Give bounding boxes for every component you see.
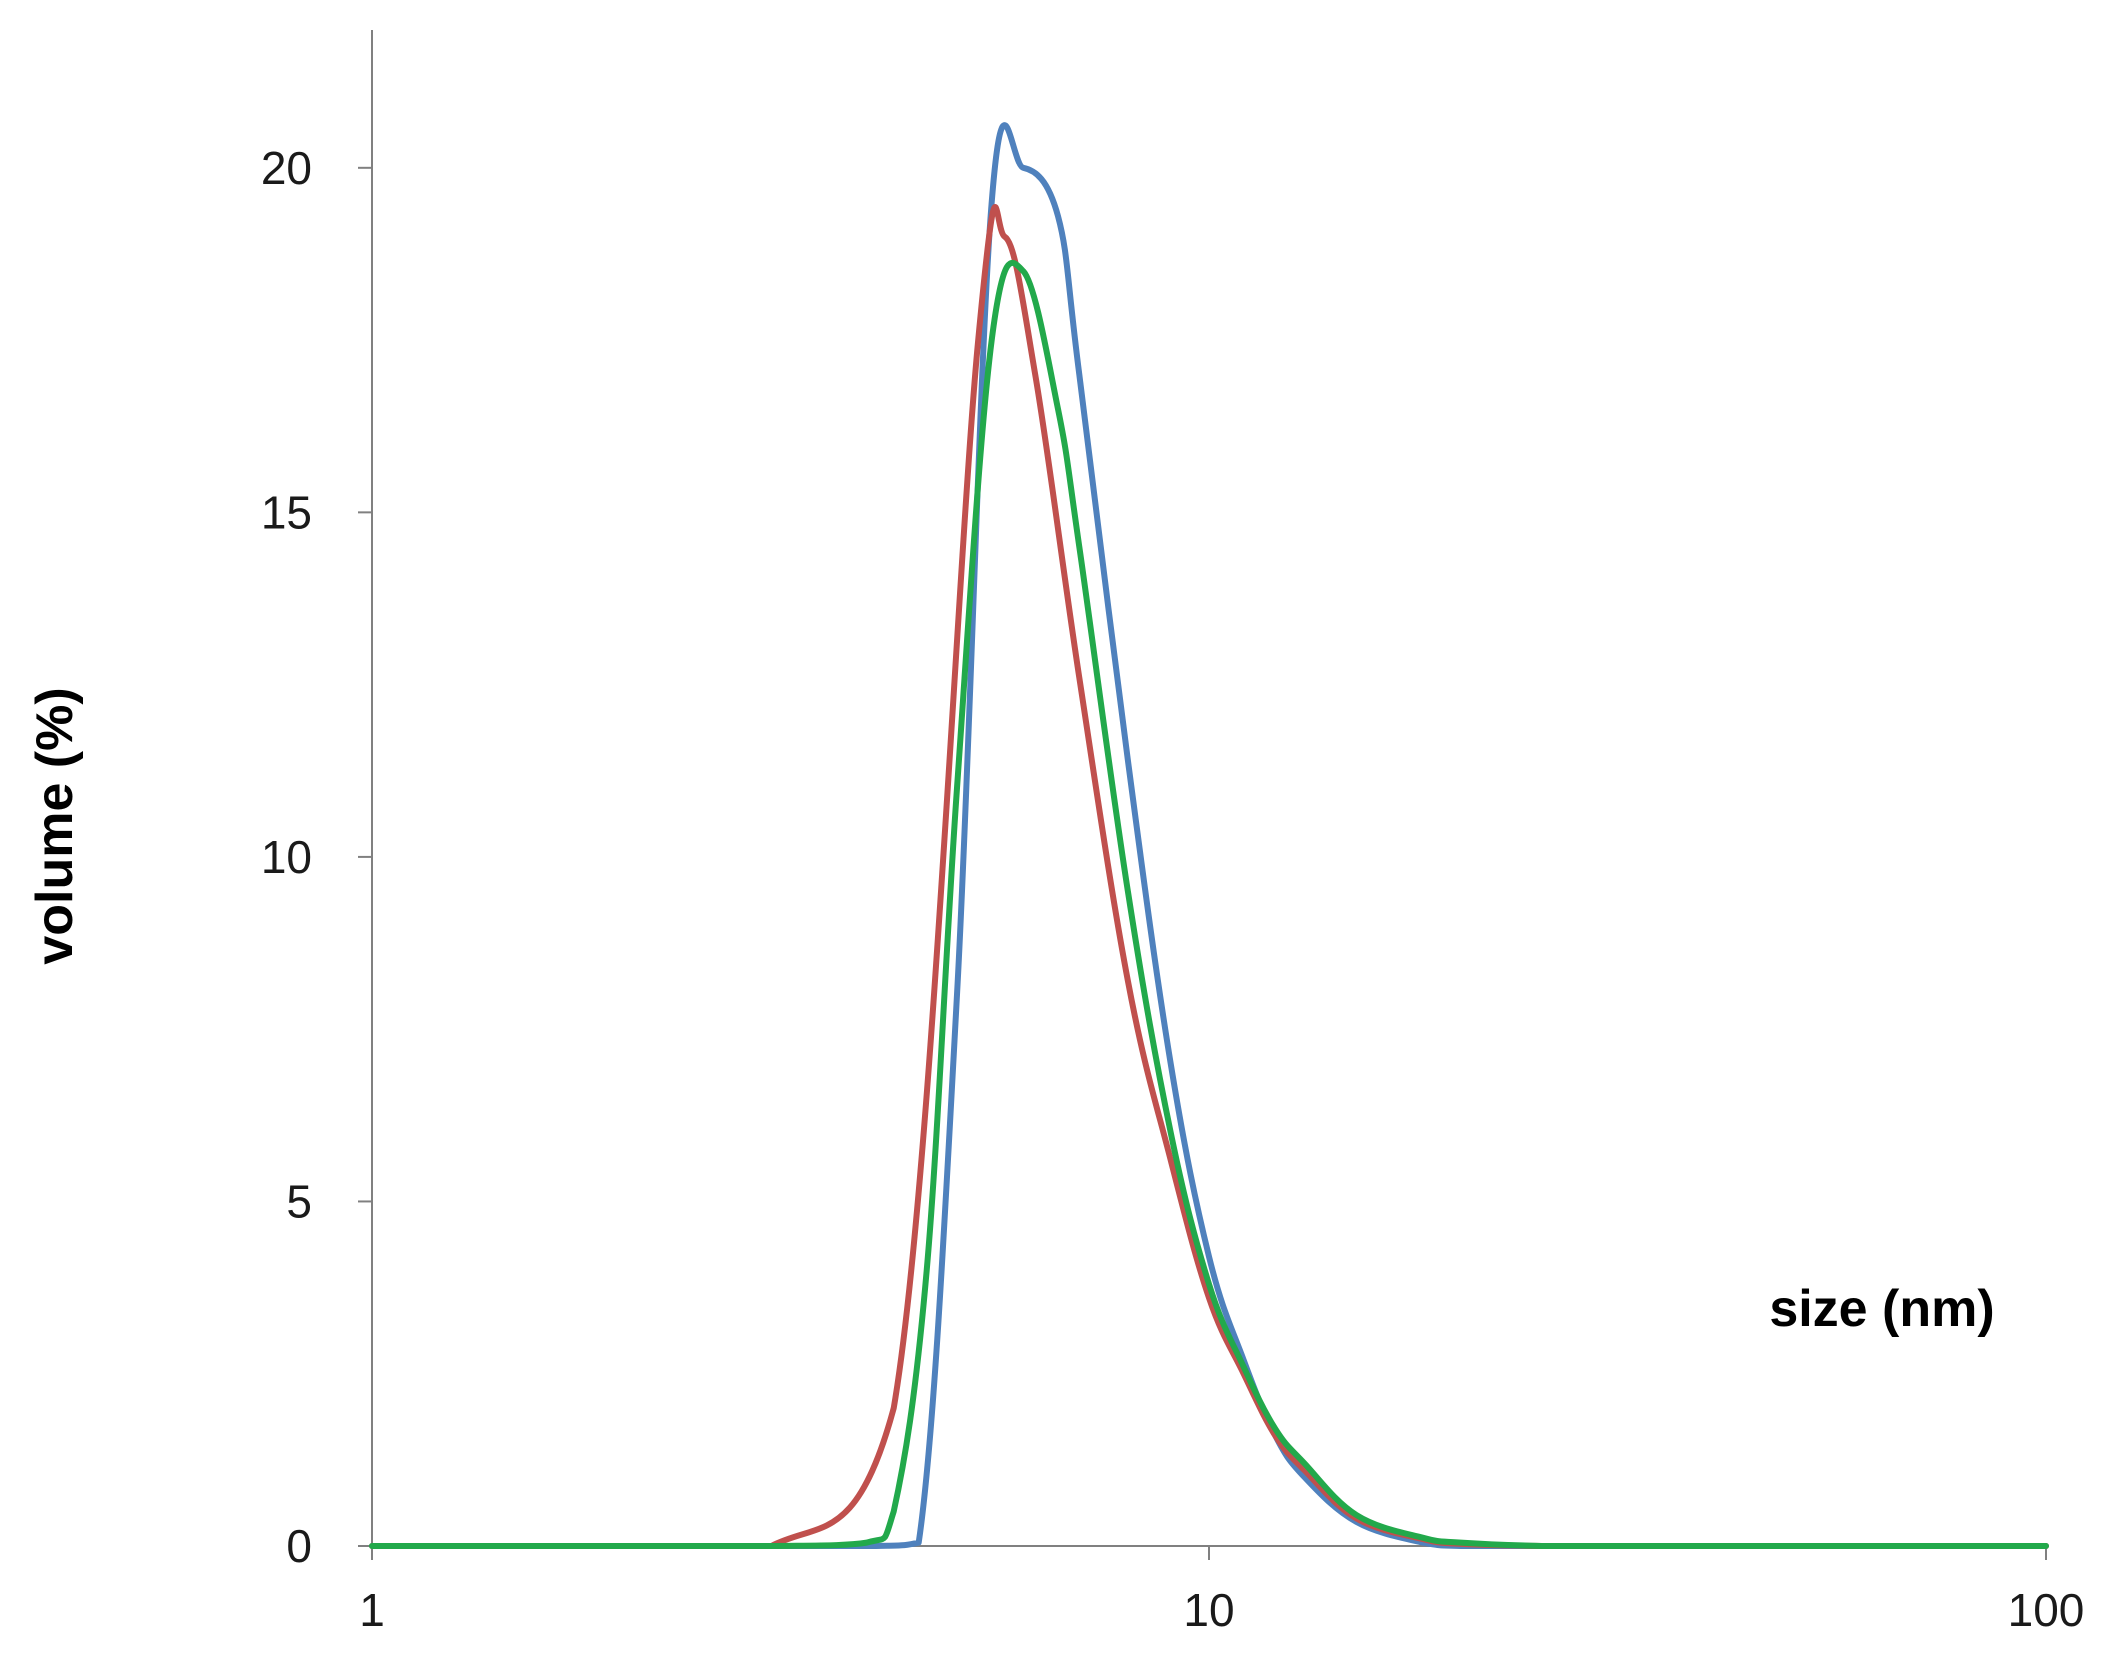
series-lines (369, 122, 2049, 1550)
axes: 0 5 10 15 20 1 10 100 (261, 30, 2084, 1636)
series-line-red (369, 204, 2049, 1550)
y-tick-label: 0 (286, 1520, 312, 1572)
x-ticks: 1 10 100 (359, 1546, 2084, 1636)
y-axis-title: volume (%) (26, 687, 84, 964)
y-tick-label: 10 (261, 831, 312, 883)
series-line-green (369, 259, 2049, 1550)
x-tick-label: 100 (2008, 1584, 2085, 1636)
x-tick-label: 1 (359, 1584, 385, 1636)
y-tick-label: 5 (286, 1175, 312, 1227)
x-axis-title: size (nm) (1769, 1280, 1994, 1338)
y-ticks: 0 5 10 15 20 (261, 142, 372, 1572)
y-tick-label: 15 (261, 486, 312, 538)
y-tick-label: 20 (261, 142, 312, 194)
x-tick-label: 10 (1183, 1584, 1234, 1636)
